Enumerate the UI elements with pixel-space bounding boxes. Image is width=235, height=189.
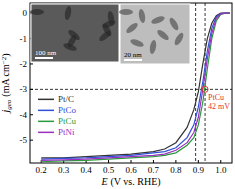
inset-panel: [120, 4, 190, 64]
inset-texture: [129, 38, 144, 48]
y-label-part: (mA cm: [0, 64, 12, 97]
legend-label: Pt/C: [58, 94, 74, 104]
x-tick-label: 0.8: [170, 165, 182, 175]
inset-texture: [30, 9, 44, 15]
inset-texture: [64, 6, 72, 21]
x-tick-label: 1.0: [215, 165, 227, 175]
x-tick: [153, 160, 154, 163]
y-tick-label: -1: [20, 34, 28, 44]
inset-texture: [150, 15, 165, 25]
inset-panel: [31, 4, 119, 62]
chart: 0.2 0.3 0.4 0.5 0.6 0.7 0.8 0.9 1.0 -5 -4 -3 -2 -1 0 E (…: [0, 0, 235, 189]
y-tick: [30, 114, 33, 115]
scale-bar-label: 100 nm: [35, 49, 57, 57]
legend-label: PtCu: [58, 116, 77, 126]
y-tick-label: 0: [23, 8, 28, 18]
x-tick: [108, 160, 109, 163]
inset-texture: [98, 29, 113, 43]
annotation-text: PtCu: [208, 93, 224, 102]
x-tick-label: 0.6: [125, 165, 137, 175]
series-line: [41, 13, 230, 159]
inset-texture: [149, 40, 157, 55]
legend-label: PtCo: [58, 105, 77, 115]
annotation-text: 42 mV: [208, 102, 230, 111]
x-tick-label: 0.5: [103, 165, 115, 175]
inset-texture: [62, 42, 77, 52]
inset-texture: [138, 9, 146, 24]
x-tick-label: 0.3: [58, 165, 70, 175]
x-tick: [175, 160, 176, 163]
x-tick-label: 0.9: [193, 165, 205, 175]
x-label-unit: (V vs. RHE): [111, 176, 161, 188]
y-tick: [30, 140, 33, 141]
scale-bar-label: 20 nm: [124, 51, 142, 59]
series-line: [41, 13, 230, 158]
x-tick-label: 0.2: [36, 165, 47, 175]
inset-image: 20 nm: [119, 4, 190, 64]
inset-image: 100 nm: [30, 4, 119, 62]
y-tick-label: -5: [20, 135, 28, 145]
y-tick-label: -2: [20, 59, 28, 69]
y-label-part: geo: [5, 99, 13, 110]
legend-swatch: [38, 121, 54, 123]
legend-label: PtNi: [58, 127, 75, 137]
x-tick: [220, 160, 221, 163]
inset-texture: [173, 31, 185, 46]
legend-swatch: [38, 110, 54, 112]
inset-texture: [168, 16, 180, 31]
reference-vline: [195, 3, 196, 163]
x-label-var: E: [100, 176, 107, 187]
x-tick: [198, 160, 199, 163]
y-tick-label: -3: [20, 84, 28, 94]
y-axis-label: jgeo(mA cm−2): [0, 53, 13, 114]
scale-bar: [124, 59, 142, 61]
y-label-part: ): [0, 53, 12, 56]
x-tick-label: 0.7: [148, 165, 160, 175]
plot-area: [30, 3, 232, 163]
annotation-marker: [202, 86, 208, 92]
y-tick: [30, 63, 33, 64]
x-axis-label: E (V vs. RHE): [100, 176, 160, 188]
x-tick-label: 0.4: [80, 165, 92, 175]
series-line: [41, 13, 230, 160]
legend-swatch: [38, 99, 54, 101]
y-tick-label: -4: [20, 110, 28, 120]
inset-texture: [125, 21, 140, 35]
legend-swatch: [38, 132, 54, 134]
scale-bar: [35, 57, 53, 59]
series-line: [41, 13, 230, 162]
x-tick: [131, 160, 132, 163]
plot-frame: [30, 3, 232, 163]
inset-texture: [119, 9, 133, 15]
inset-texture: [156, 28, 171, 42]
